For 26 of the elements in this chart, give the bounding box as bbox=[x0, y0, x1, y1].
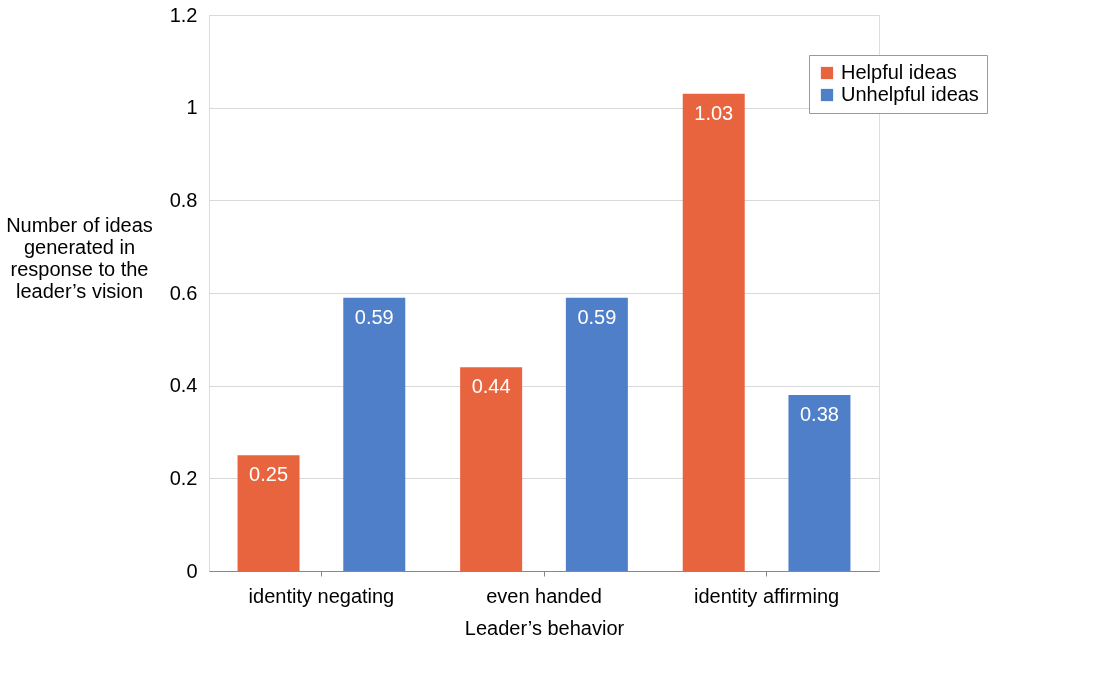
x-tick-label: identity negating bbox=[248, 584, 395, 607]
bar bbox=[682, 93, 745, 571]
y-tick-label: 0 bbox=[186, 559, 198, 582]
y-tick-label: 0.8 bbox=[169, 188, 198, 211]
y-tick-label: 1 bbox=[186, 96, 198, 119]
x-tick-label: even handed bbox=[486, 584, 602, 607]
data-label: 0.25 bbox=[249, 463, 289, 486]
x-tick-label: identity affirming bbox=[693, 584, 840, 607]
x-axis-title: Leader’s behavior bbox=[464, 616, 625, 639]
bar bbox=[460, 367, 523, 571]
bar bbox=[237, 455, 300, 571]
data-label: 0.59 bbox=[354, 305, 394, 328]
data-label: 0.59 bbox=[577, 305, 617, 328]
bar bbox=[343, 297, 406, 571]
data-label: 0.44 bbox=[471, 375, 511, 398]
data-label: 0.38 bbox=[799, 402, 839, 425]
legend-label: Helpful ideas bbox=[841, 61, 957, 83]
y-tick-label: 0.4 bbox=[169, 374, 198, 397]
bar bbox=[565, 297, 628, 571]
legend-label: Unhelpful ideas bbox=[841, 83, 979, 105]
y-tick-label: 1.2 bbox=[169, 3, 198, 26]
data-label: 1.03 bbox=[694, 101, 734, 124]
y-tick-label: 0.6 bbox=[169, 281, 198, 304]
y-tick-label: 0.2 bbox=[169, 466, 198, 489]
y-axis-title: Number of ideas generated in response to the leader’s vision bbox=[6, 213, 153, 302]
bar bbox=[788, 394, 851, 571]
